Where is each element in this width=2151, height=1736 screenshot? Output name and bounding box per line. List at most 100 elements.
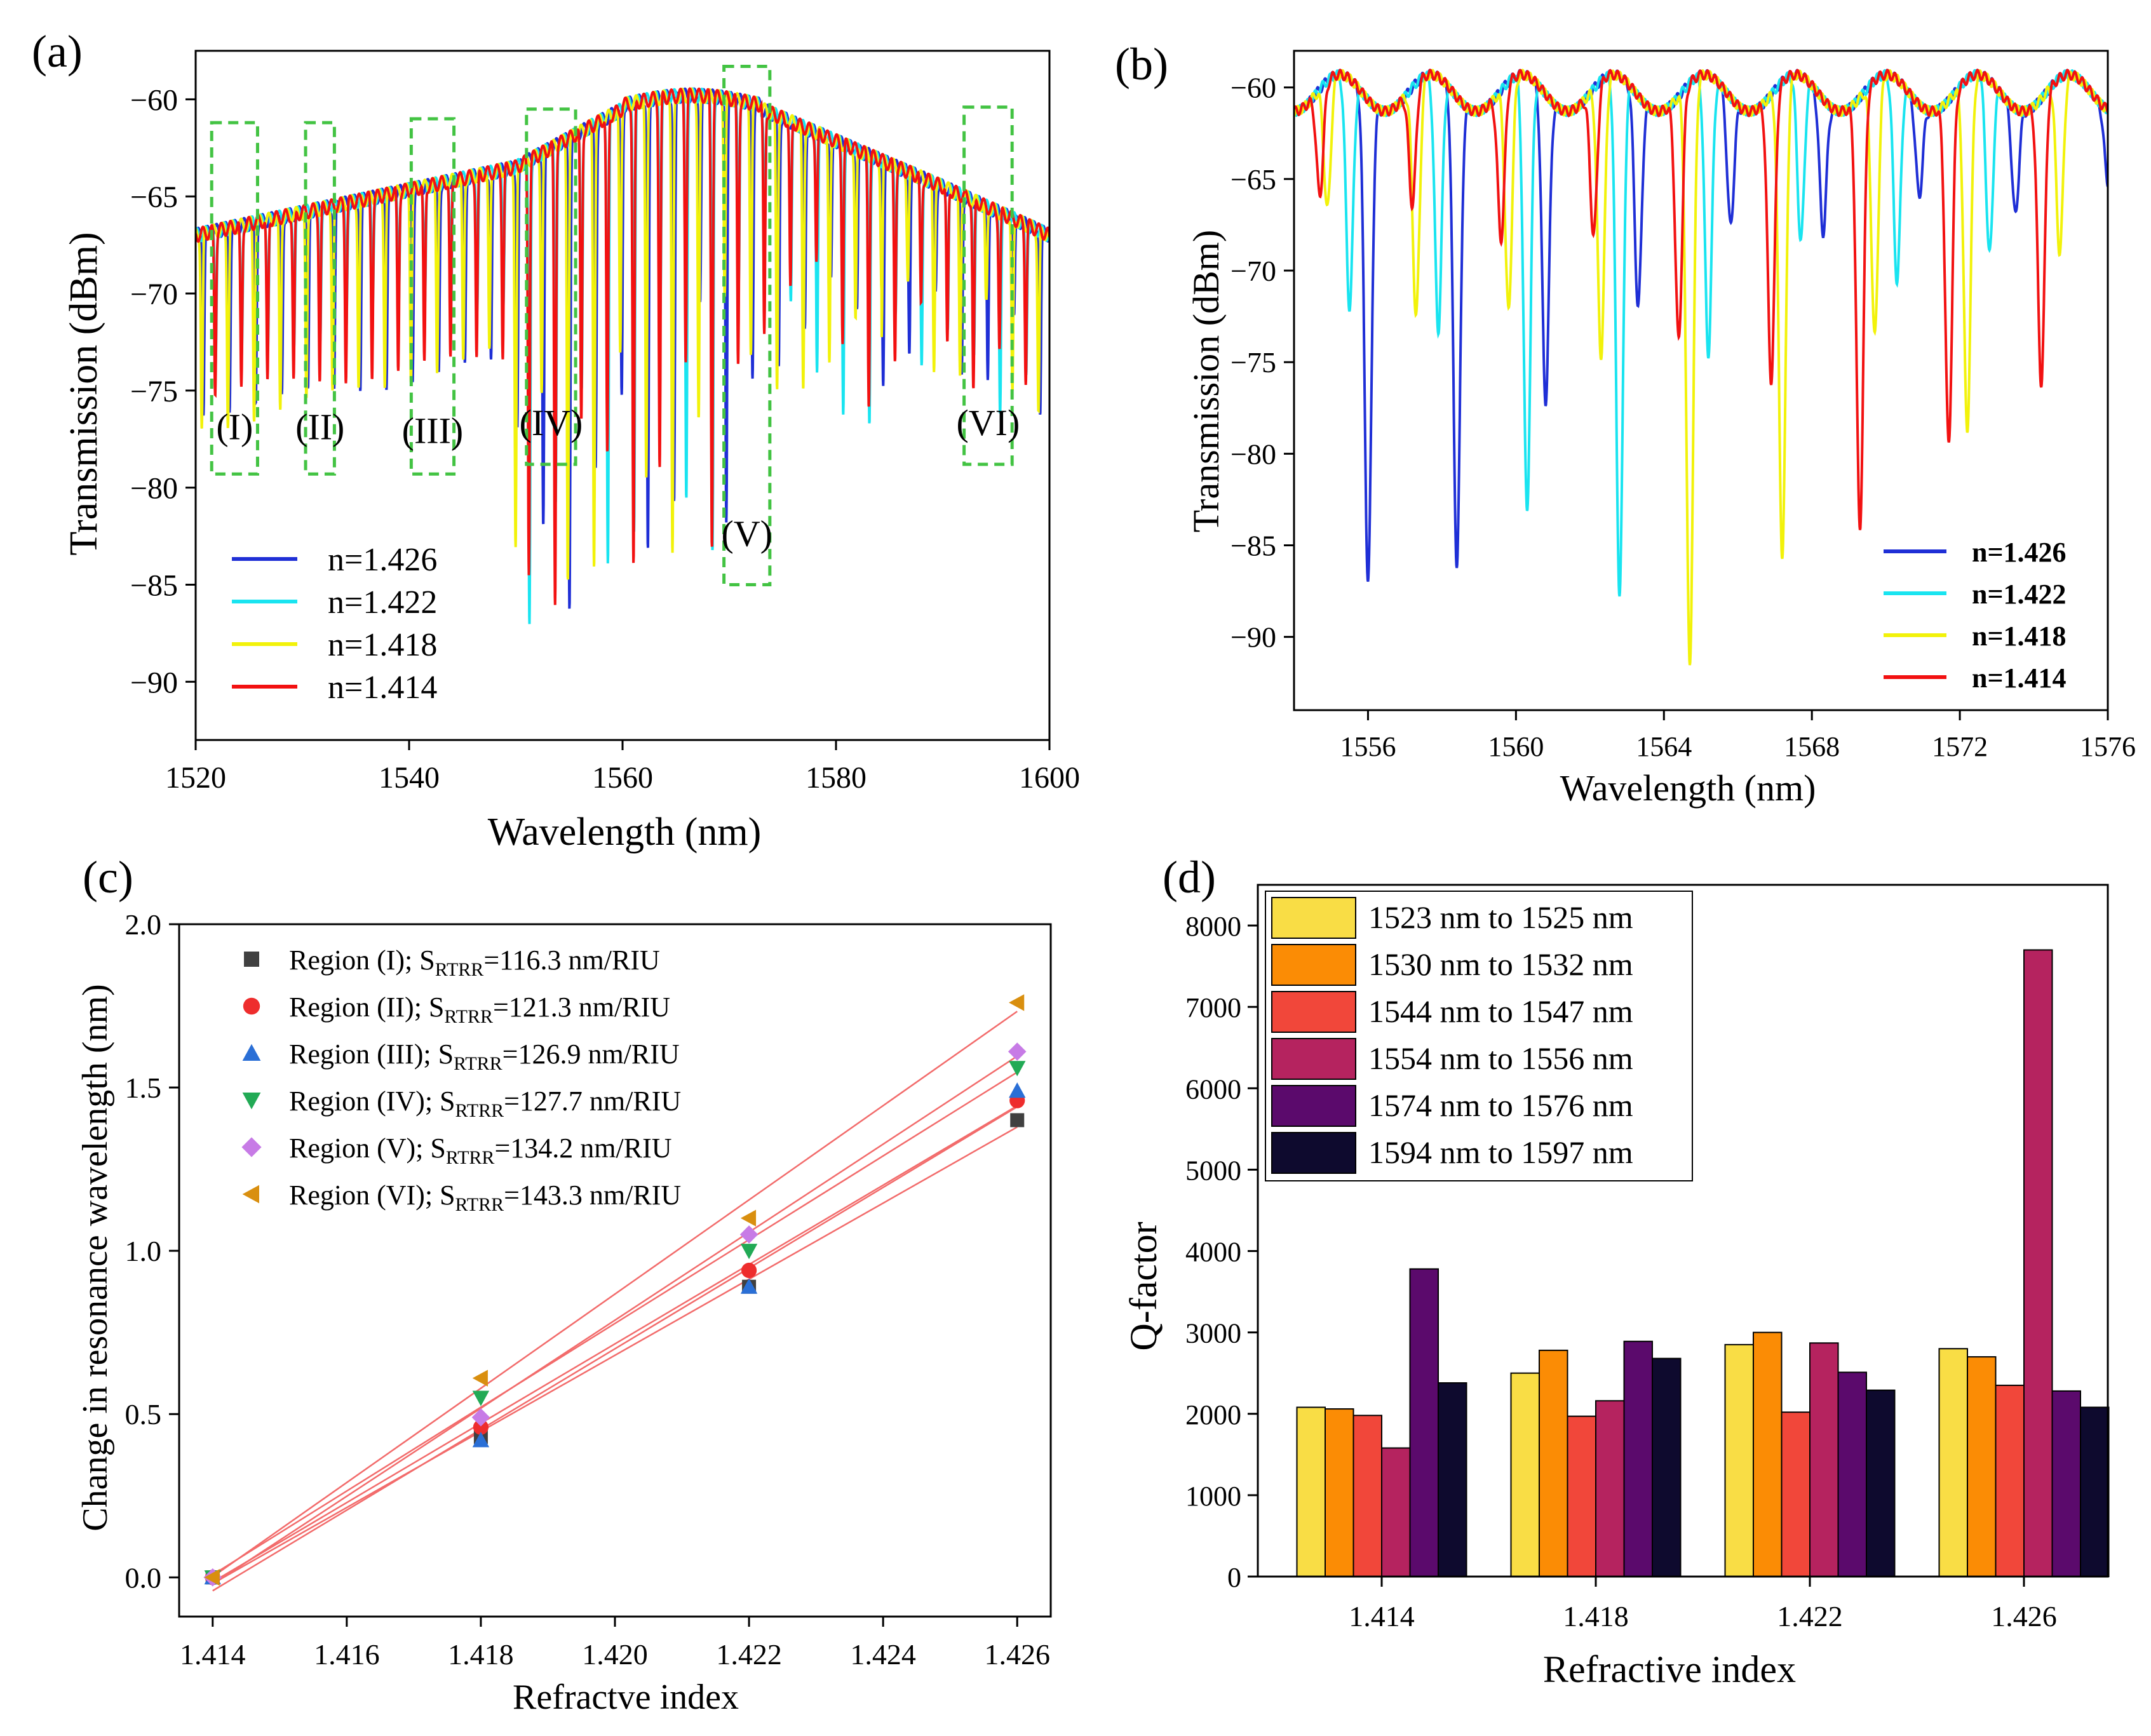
panel-d-xtick-label: 1.426: [1991, 1600, 2057, 1632]
panel-c-fit-line: [212, 1071, 1018, 1576]
panel-b-series-line: [1294, 69, 2108, 666]
panel-d-bar: [1352, 1415, 1382, 1578]
panel-a-legend-label: n=1.422: [328, 584, 437, 621]
panel-d-ytick-label: 1000: [1185, 1481, 1241, 1512]
panel-a-legend-label: n=1.426: [328, 542, 437, 578]
panel-d-bar: [1381, 1447, 1411, 1578]
panel-d-legend-label: 1554 nm to 1556 nm: [1368, 1040, 1633, 1076]
panel-d-ytick-label: 4000: [1185, 1237, 1241, 1268]
panel-c-xtick-label: 1.424: [850, 1638, 916, 1671]
panel-c-data-point: [471, 1408, 490, 1427]
panel-b-xtick-label: 1556: [1340, 731, 1396, 762]
panel-b-series-line: [1294, 68, 2108, 530]
panel-a-ytick-label: −75: [130, 375, 178, 408]
panel-a-region-box: [304, 121, 336, 476]
panel-c-data-point: [204, 1569, 220, 1586]
panel-d-bar: [1866, 1389, 1896, 1577]
panel-c-ytick-label: 1.0: [125, 1235, 162, 1267]
panel-b-ylabel: Transmission (dBm): [1185, 230, 1227, 532]
panel-b-xtick-label: 1572: [1932, 731, 1988, 762]
panel-a-series-group: [196, 87, 1049, 624]
panel-d-legend-swatch: [1271, 944, 1356, 986]
panel-d-bar: [1995, 1384, 2025, 1578]
panel-c-xtick-label: 1.420: [582, 1638, 648, 1671]
panel-a-region-box: [210, 121, 259, 476]
panel-c-legend-label: Region (II); SRTRR=121.3 nm/RIU: [289, 992, 670, 1027]
panel-c-fit-line: [212, 1106, 1018, 1592]
panel-d-bar: [1967, 1356, 1997, 1577]
panel-d-xlabel: Refractive index: [1543, 1648, 1796, 1690]
panel-d-bar: [2023, 949, 2053, 1577]
panel-c-data-point: [472, 1432, 490, 1448]
panel-c-legend-label: Region (VI); SRTRR=143.3 nm/RIU: [289, 1180, 681, 1215]
panel-c-data-point: [1008, 1042, 1027, 1061]
panel-d-bar: [1296, 1406, 1326, 1578]
panel-c-xtick-label: 1.414: [180, 1638, 246, 1671]
panel-b-legend: n=1.426 n=1.422 n=1.418 n=1.414: [1884, 537, 2067, 694]
panel-d-bar: [1623, 1340, 1653, 1577]
panel-c-legend-marker: [241, 1137, 262, 1157]
panel-a-xtick-label: 1540: [379, 761, 440, 795]
panel-d-bar: [1938, 1348, 1968, 1577]
panel-d-bar: [2080, 1406, 2110, 1578]
panel-c-data-point: [1009, 1082, 1026, 1098]
panel-a-series-line: [196, 87, 1049, 605]
panel-a-region-box: [962, 105, 1014, 466]
panel-b-legend-label: n=1.418: [1972, 621, 2067, 652]
panel-c-legend-label: Region (I); SRTRR=116.3 nm/RIU: [289, 945, 660, 980]
panel-d-bar: [2051, 1390, 2081, 1578]
panel-c-label: (c): [83, 852, 133, 903]
panel-d-label: (d): [1163, 852, 1216, 903]
panel-c-legend-label: Region (IV); SRTRR=127.7 nm/RIU: [289, 1086, 681, 1121]
panel-d-legend: 1523 nm to 1525 nm 1530 nm to 1532 nm 1544…: [1265, 891, 1693, 1181]
panel-b-ytick-label: −85: [1231, 530, 1276, 562]
panel-c-ytick-label: 0.5: [125, 1398, 162, 1430]
panel-d-bar: [1753, 1331, 1783, 1577]
panel-c-data-point: [740, 1244, 758, 1260]
panel-c-axes: 1.414 1.416 1.418 1.420 1.422 1.424 1.426 0.0 0.…: [125, 908, 1052, 1671]
panel-c-fit-line: [212, 1055, 1018, 1585]
panel-c-legend: Region (I); SRTRR=116.3 nm/RIU Region (II…: [241, 945, 681, 1215]
panel-b-axes-frame: [1293, 50, 2109, 711]
panel-a-xlabel: Wavelength (nm): [488, 811, 762, 854]
panel-a-region-label: (III): [402, 410, 464, 451]
panel-b-xtick-label: 1568: [1784, 731, 1840, 762]
panel-c-ylabel: Change in resonance wavelength (nm): [76, 984, 115, 1531]
panel-a-region-label: (VI): [956, 402, 1020, 443]
panel-c-plot: [203, 994, 1027, 1592]
panel-d-ylabel: Q-factor: [1123, 1221, 1164, 1350]
panel-d-legend-swatch: [1271, 991, 1356, 1033]
panel-c-legend-marker: [242, 1185, 259, 1204]
panel-c-xtick-label: 1.416: [314, 1638, 380, 1671]
panel-a-ytick-label: −65: [130, 180, 178, 214]
panel-b-legend-label: n=1.414: [1972, 663, 2067, 694]
panel-a-region-box: [722, 64, 772, 586]
panel-a-region-box: [525, 107, 577, 466]
panel-c-ytick-label: 0.0: [125, 1561, 162, 1594]
panel-a-legend-label: n=1.414: [328, 670, 437, 706]
panel-d-ytick-label: 7000: [1185, 992, 1241, 1023]
panel-d-bar: [1567, 1415, 1596, 1577]
panel-d-bar: [1809, 1342, 1839, 1577]
panel-d-ytick-label: 6000: [1185, 1073, 1241, 1105]
panel-b-series-group: [1294, 68, 2108, 666]
panel-d-bar: [1510, 1372, 1540, 1577]
panel-a-ytick-label: −80: [130, 472, 178, 506]
panel-b-legend-label: n=1.426: [1972, 537, 2067, 568]
panel-a-ytick-label: −60: [130, 83, 178, 117]
panel-d-ytick-label: 3000: [1185, 1318, 1241, 1349]
panel-a-label: (a): [32, 26, 83, 77]
panel-d-bar: [1539, 1349, 1568, 1578]
panel-d-legend-swatch: [1271, 1085, 1356, 1127]
panel-d-bar: [1438, 1382, 1467, 1578]
panel-b-ytick-label: −75: [1231, 346, 1276, 379]
panel-c-legend-marker: [242, 1044, 261, 1061]
panel-b-xtick-label: 1564: [1636, 731, 1692, 762]
panel-c-data-point: [473, 1419, 489, 1435]
panel-c-data-point: [1010, 1113, 1025, 1127]
panel-c-data-point: [472, 1369, 488, 1387]
panel-c-ytick-label: 2.0: [125, 908, 162, 941]
panel-d: (d) 1.414 1.418 1.422 1.426 0 1000 2000 3000 400…: [1123, 852, 2110, 1690]
panel-b-ytick-label: −80: [1231, 438, 1276, 470]
